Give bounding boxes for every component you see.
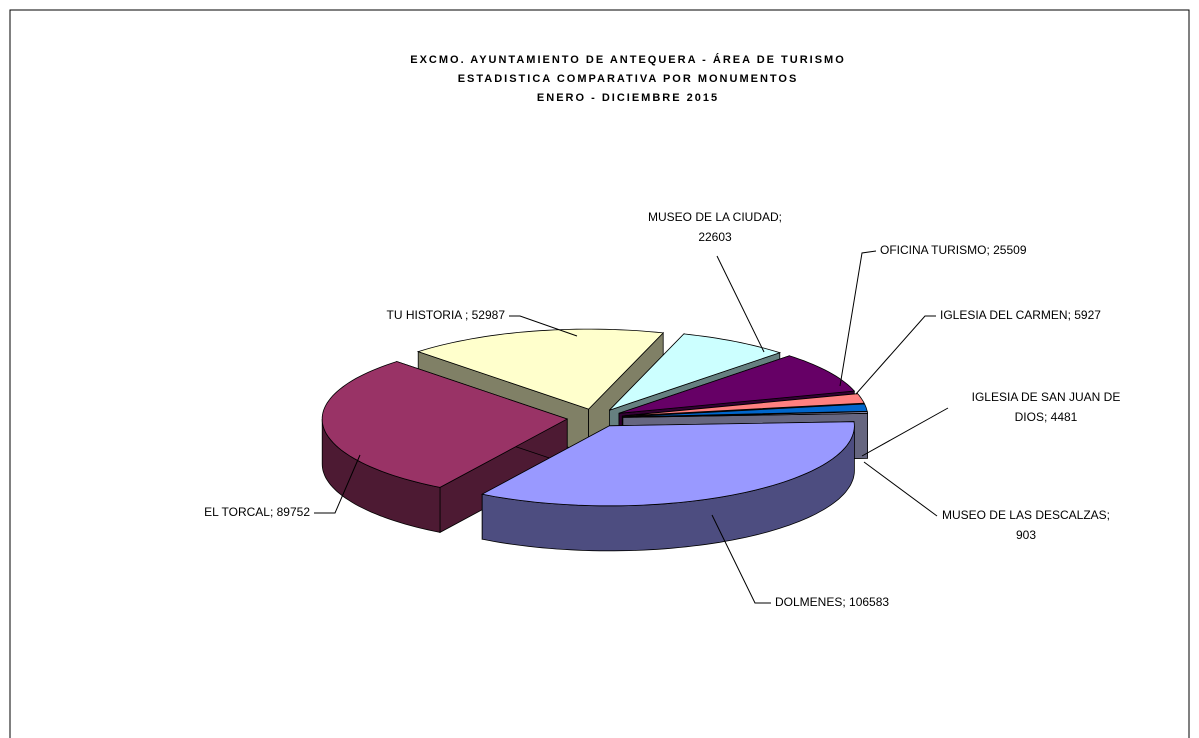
data-label: MUSEO DE LAS DESCALZAS; xyxy=(942,508,1110,522)
chart-title: ESTADISTICA COMPARATIVA POR MONUMENTOS xyxy=(458,73,799,85)
slice-top xyxy=(622,393,865,417)
labels: DOLMENES; 106583 EL TORCAL; 89752 TU HISTO… xyxy=(204,210,1120,609)
slice-top xyxy=(416,328,665,410)
slice-top xyxy=(618,355,856,414)
data-label: IGLESIA DE SAN JUAN DE xyxy=(972,390,1121,404)
leader-line xyxy=(314,454,361,514)
slice-top xyxy=(622,411,869,418)
data-label: OFICINA TURISMO; 25509 xyxy=(880,243,1027,257)
leader-line xyxy=(711,514,771,604)
slice-top xyxy=(609,333,782,411)
leader-line xyxy=(839,250,877,387)
data-label: 903 xyxy=(1016,528,1036,542)
data-label: DIOS; 4481 xyxy=(1015,410,1078,424)
leader-line xyxy=(855,315,936,395)
chart-title: EXCMO. AYUNTAMIENTO DE ANTEQUERA - ÁREA … xyxy=(410,53,846,66)
leader-line xyxy=(716,255,765,353)
leader-line xyxy=(509,315,578,337)
leader-line xyxy=(863,461,938,517)
chart-title: ENERO - DICIEMBRE 2015 xyxy=(537,92,719,104)
data-label: DOLMENES; 106583 xyxy=(775,595,889,609)
slice-top xyxy=(481,421,855,507)
leader-line xyxy=(861,407,949,457)
data-label: IGLESIA DEL CARMEN; 5927 xyxy=(940,308,1101,322)
pie xyxy=(321,328,869,552)
data-label: TU HISTORIA ; 52987 xyxy=(387,308,506,322)
chart-border xyxy=(9,9,1190,738)
data-label: 22603 xyxy=(698,230,732,244)
data-label: EL TORCAL; 89752 xyxy=(204,505,310,519)
slice-top xyxy=(622,403,868,418)
data-label: MUSEO DE LA CIUDAD; xyxy=(648,210,782,224)
slice-top xyxy=(321,361,569,488)
